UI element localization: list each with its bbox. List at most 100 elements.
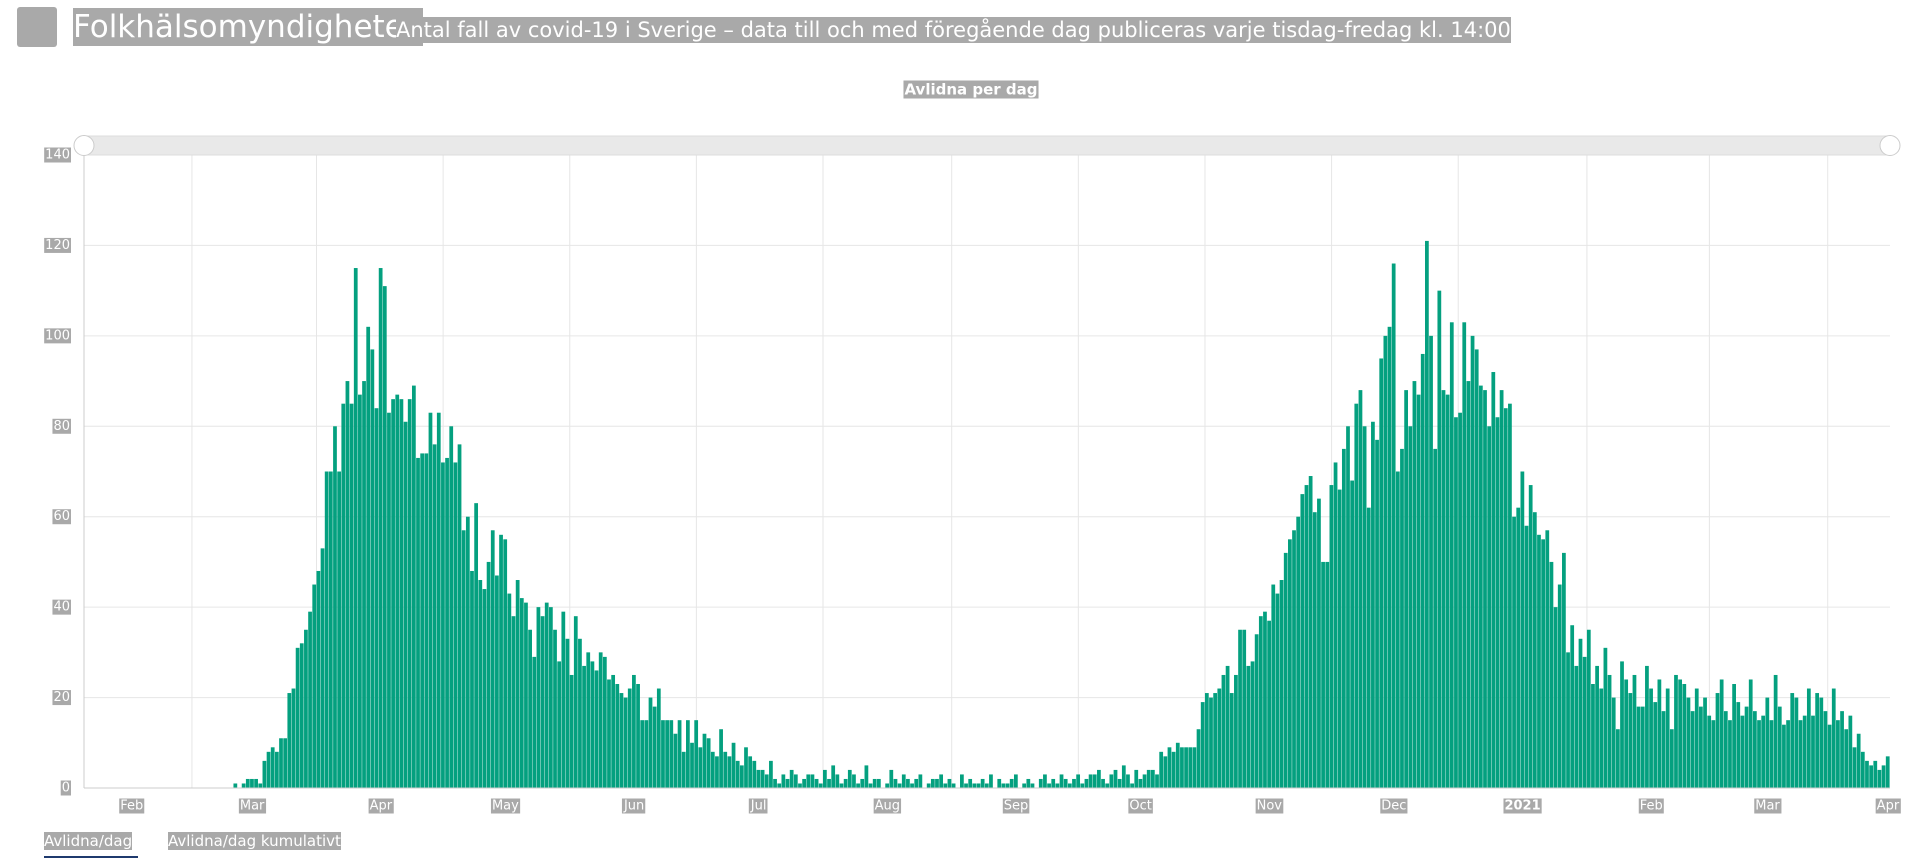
bar [291, 688, 296, 788]
bar [1238, 629, 1242, 788]
bar [544, 602, 549, 788]
bar [1599, 688, 1604, 788]
bar [1246, 665, 1251, 788]
label-bg [873, 798, 902, 814]
bar [254, 778, 258, 788]
bar [532, 656, 537, 788]
bar [648, 697, 653, 788]
bar [420, 453, 425, 788]
bar [486, 561, 491, 788]
bar [1557, 584, 1562, 788]
bar [1221, 674, 1226, 788]
bar [1225, 665, 1230, 788]
bar [507, 593, 512, 788]
bar [1175, 742, 1180, 788]
bar [864, 765, 869, 788]
bar [1466, 381, 1471, 788]
bar [515, 580, 520, 788]
label-bg [1503, 798, 1542, 814]
label-bg [1875, 798, 1901, 814]
bar [1375, 439, 1379, 788]
bar [1508, 403, 1512, 788]
tab-label[interactable]: Avlidna/dag kumulativt [168, 832, 341, 850]
bar [1391, 263, 1396, 788]
tab-label[interactable]: Avlidna/dag [44, 832, 133, 850]
bar [1288, 539, 1292, 788]
bar [1586, 629, 1591, 788]
bar [1474, 349, 1479, 788]
label-bg [1128, 798, 1153, 814]
bar [382, 286, 387, 788]
bar [553, 629, 557, 788]
bar [333, 426, 337, 788]
bar [324, 471, 329, 788]
bar [644, 720, 649, 788]
bar [1146, 769, 1151, 788]
bar [1167, 747, 1172, 788]
bar [1005, 783, 1010, 788]
bar [1013, 774, 1018, 788]
bar [270, 747, 275, 788]
bar [893, 778, 898, 788]
bar [1740, 715, 1745, 788]
bar [602, 656, 607, 788]
tab[interactable]: Avlidna/dag kumulativt [168, 832, 341, 856]
bar [1582, 656, 1587, 788]
bar [1499, 390, 1504, 788]
x-tick-label: Mar [1755, 799, 1780, 814]
bar [561, 611, 566, 788]
bar [358, 394, 362, 788]
bar [806, 774, 811, 788]
bar [1591, 684, 1595, 788]
label-bg [52, 599, 71, 615]
x-tick-label: Mar [240, 799, 265, 814]
bar [1516, 507, 1521, 788]
bar [1283, 552, 1288, 788]
bar [1387, 326, 1392, 788]
bar [1885, 756, 1890, 788]
bar [1188, 747, 1193, 788]
bar [1815, 693, 1820, 788]
bar [1437, 290, 1442, 788]
bar [557, 661, 562, 788]
bar [1782, 724, 1786, 788]
bar [1113, 769, 1118, 788]
bar [1649, 688, 1653, 788]
label-bg [44, 237, 71, 253]
bar [1001, 783, 1006, 788]
bar [665, 720, 669, 788]
bar [681, 751, 686, 788]
x-tick-label: Feb [120, 799, 143, 814]
bar [341, 403, 346, 788]
bar [353, 268, 358, 788]
bar [1200, 702, 1205, 788]
bar [1562, 552, 1566, 788]
bar [1067, 783, 1072, 788]
bar [1449, 322, 1454, 788]
bar [1520, 471, 1525, 788]
bar [939, 774, 944, 788]
bar [636, 684, 640, 788]
bar [889, 769, 894, 788]
label-bg [60, 780, 71, 796]
bar [798, 783, 802, 788]
bar [262, 760, 267, 788]
bar [1607, 674, 1612, 788]
y-tick-label: 100 [45, 328, 70, 343]
bar [1549, 561, 1554, 788]
org-name: Folkhälsomyndigheten [73, 8, 424, 46]
y-tick-label: 0 [62, 781, 70, 796]
bar [831, 765, 836, 788]
bar [1412, 381, 1417, 788]
bar [1798, 720, 1803, 788]
bar [511, 616, 516, 788]
x-tick-label: May [492, 799, 519, 814]
bar [760, 769, 765, 788]
bar [1786, 720, 1790, 788]
tab[interactable]: Avlidna/dag [44, 832, 139, 858]
bar [1761, 715, 1766, 788]
bar [1234, 674, 1238, 788]
bar [901, 774, 906, 788]
bar [1047, 783, 1051, 788]
bar [1400, 448, 1404, 788]
